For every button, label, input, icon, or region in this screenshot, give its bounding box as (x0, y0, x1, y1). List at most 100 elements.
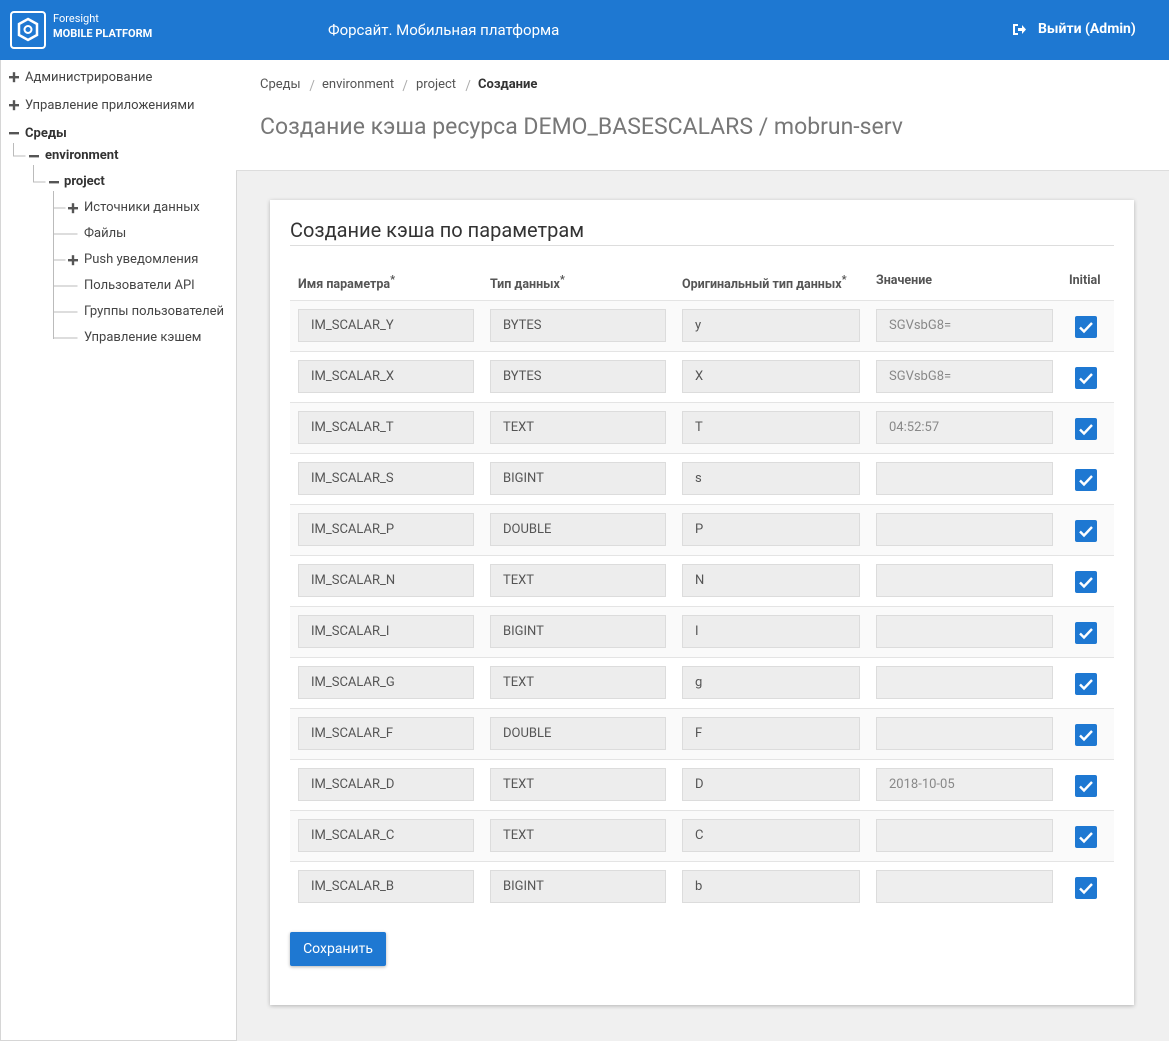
table-row: IM_SCALAR_B BIGINT b (290, 861, 1114, 912)
input-field[interactable]: SGVsbG8= (876, 309, 1053, 342)
check-icon (1079, 832, 1093, 844)
input-field[interactable]: 04:52:57 (876, 411, 1053, 444)
tree-item[interactable]: Пользователи API (84, 278, 195, 293)
input-field: y (682, 309, 860, 342)
input-field: T (682, 411, 860, 444)
input-field: TEXT (490, 666, 666, 699)
column-header: Initial (1069, 273, 1101, 288)
check-icon (1079, 526, 1093, 538)
tree-item[interactable]: Среды (25, 126, 67, 141)
table-row: IM_SCALAR_S BIGINT s (290, 453, 1114, 504)
breadcrumb-item[interactable]: project (416, 77, 457, 92)
check-icon (1079, 424, 1093, 436)
column-header: Имя параметра* (298, 273, 396, 293)
checkbox[interactable] (1075, 316, 1097, 338)
input-field: X (682, 360, 860, 393)
input-field: IM_SCALAR_I (298, 615, 474, 648)
column-header: Оригинальный тип данных* (682, 273, 847, 293)
input-field: BIGINT (490, 462, 666, 495)
input-field[interactable] (876, 513, 1053, 546)
table-row: IM_SCALAR_N TEXT N (290, 555, 1114, 606)
tree-item[interactable]: Управление приложениями (25, 98, 195, 113)
input-field: IM_SCALAR_P (298, 513, 474, 546)
checkbox[interactable] (1075, 673, 1097, 695)
table-row: IM_SCALAR_X BYTES X SGVsbG8= (290, 351, 1114, 402)
table-row: IM_SCALAR_Y BYTES y SGVsbG8= (290, 300, 1114, 351)
checkbox[interactable] (1075, 520, 1097, 542)
input-field[interactable] (876, 564, 1053, 597)
input-field: IM_SCALAR_D (298, 768, 474, 801)
input-field: BYTES (490, 309, 666, 342)
checkbox[interactable] (1075, 367, 1097, 389)
app-title: Форсайт. Мобильная платформа (328, 21, 560, 39)
required-mark: * (841, 273, 847, 286)
separator (309, 79, 315, 92)
separator (465, 79, 471, 92)
input-field[interactable] (876, 615, 1053, 648)
input-field: DOUBLE (490, 717, 666, 750)
check-icon (1079, 628, 1093, 640)
input-field[interactable] (876, 819, 1053, 852)
input-field: C (682, 819, 860, 852)
save-button[interactable]: Сохранить (290, 932, 386, 966)
table-row: IM_SCALAR_T TEXT T 04:52:57 (290, 402, 1114, 453)
breadcrumb-item[interactable]: environment (322, 77, 395, 92)
separator (402, 79, 408, 92)
checkbox[interactable] (1075, 877, 1097, 899)
input-field: BIGINT (490, 870, 666, 903)
card-title: Создание кэша по параметрам (290, 218, 585, 242)
card: Создание кэша по параметрам Сохранить Им… (270, 200, 1134, 1005)
checkbox[interactable] (1075, 469, 1097, 491)
logout-link[interactable]: Выйти (Admin) (1038, 21, 1136, 37)
input-field: TEXT (490, 819, 666, 852)
checkbox[interactable] (1075, 775, 1097, 797)
input-field: IM_SCALAR_S (298, 462, 474, 495)
tree-item[interactable]: Администрирование (25, 70, 153, 85)
input-field: g (682, 666, 860, 699)
input-field: TEXT (490, 564, 666, 597)
check-icon (1079, 679, 1093, 691)
checkbox[interactable] (1075, 571, 1097, 593)
input-field[interactable]: SGVsbG8= (876, 360, 1053, 393)
input-field[interactable] (876, 666, 1053, 699)
tree-item[interactable]: project (64, 174, 105, 189)
table-row: IM_SCALAR_G TEXT g (290, 657, 1114, 708)
input-field: b (682, 870, 860, 903)
input-field: s (682, 462, 860, 495)
input-field: F (682, 717, 860, 750)
check-icon (1079, 730, 1093, 742)
checkbox[interactable] (1075, 622, 1097, 644)
input-field: IM_SCALAR_Y (298, 309, 474, 342)
tree-item[interactable]: Источники данных (84, 200, 200, 215)
checkbox[interactable] (1075, 418, 1097, 440)
breadcrumb-item[interactable]: Среды (260, 77, 301, 92)
tree-item[interactable]: Управление кэшем (84, 330, 202, 345)
input-field: IM_SCALAR_N (298, 564, 474, 597)
table-row: IM_SCALAR_D TEXT D 2018-10-05 (290, 759, 1114, 810)
tree-item[interactable]: Push уведомления (84, 252, 199, 267)
page-title: Создание кэша ресурса DEMO_BASESCALARS /… (260, 113, 903, 140)
header: Foresight MOBILE PLATFORM Форсайт. Мобил… (0, 0, 1169, 60)
column-header: Тип данных* (490, 273, 565, 293)
checkbox[interactable] (1075, 724, 1097, 746)
input-field: N (682, 564, 860, 597)
input-field[interactable] (876, 870, 1053, 903)
input-field: TEXT (490, 411, 666, 444)
breadcrumb-current: Создание (478, 77, 538, 92)
tree-item[interactable]: Группы пользователей (84, 304, 224, 319)
input-field[interactable] (876, 462, 1053, 495)
input-field: IM_SCALAR_B (298, 870, 474, 903)
logo-icon (10, 11, 46, 49)
check-icon (1079, 883, 1093, 895)
input-field[interactable] (876, 717, 1053, 750)
input-field[interactable]: 2018-10-05 (876, 768, 1053, 801)
checkbox[interactable] (1075, 826, 1097, 848)
tree-item[interactable]: environment (45, 148, 119, 163)
table-row: IM_SCALAR_I BIGINT I (290, 606, 1114, 657)
table-row: IM_SCALAR_P DOUBLE P (290, 504, 1114, 555)
check-icon (1079, 577, 1093, 589)
required-mark: * (559, 273, 565, 286)
tree-item[interactable]: Файлы (84, 226, 127, 241)
input-field: IM_SCALAR_X (298, 360, 474, 393)
